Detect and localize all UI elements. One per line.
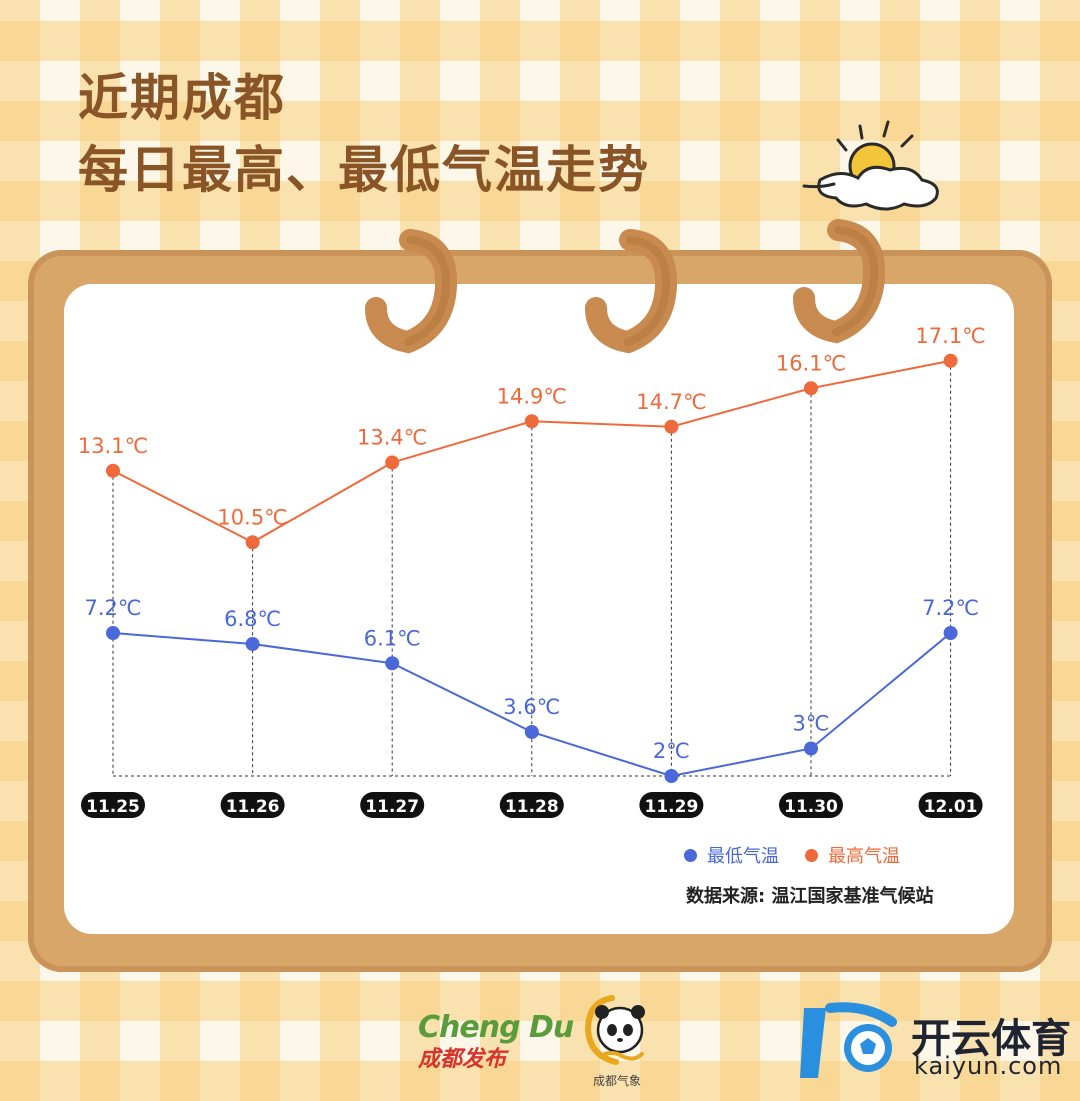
chengdu-weather-logo: 成都气象 bbox=[580, 992, 654, 1089]
low-data-point bbox=[804, 741, 818, 756]
x-tick-label: 11.29 bbox=[645, 797, 699, 817]
low-data-label: 6.8℃ bbox=[224, 607, 281, 631]
low-data-point bbox=[524, 725, 539, 739]
kaiyun-logo: 开云体育 kaiyun.com bbox=[796, 996, 1071, 1090]
low-data-point bbox=[385, 656, 400, 671]
low-data-point bbox=[943, 626, 958, 640]
high-data-point bbox=[943, 353, 958, 368]
low-data-point bbox=[664, 769, 679, 783]
legend-dot-high-icon bbox=[805, 848, 818, 862]
x-tick-label: 11.30 bbox=[784, 797, 838, 817]
low-data-label: 3.6℃ bbox=[503, 695, 560, 719]
date-pill bbox=[779, 792, 843, 818]
x-tick-label: 11.26 bbox=[226, 797, 280, 817]
high-data-label: 10.5℃ bbox=[217, 505, 287, 529]
x-tick-label: 11.25 bbox=[86, 797, 140, 817]
x-tick-label: 11.27 bbox=[365, 797, 419, 817]
date-pill bbox=[639, 792, 704, 818]
high-data-label: 13.1℃ bbox=[78, 434, 148, 458]
low-data-label: 6.1℃ bbox=[364, 626, 421, 650]
panda-icon bbox=[584, 995, 645, 1065]
kaiyun-logo-en: kaiyun.com bbox=[914, 1052, 1063, 1080]
legend-label-high: 最高气温 bbox=[828, 846, 900, 867]
low-data-point bbox=[106, 626, 120, 640]
chengdu-release-logo-en: Cheng Du bbox=[418, 1010, 574, 1045]
high-data-point bbox=[245, 535, 260, 550]
sun-cloud-icon bbox=[802, 120, 939, 211]
binder-ring-icon bbox=[365, 229, 458, 354]
legend-item-low: 最低气温 bbox=[684, 842, 779, 868]
date-pill bbox=[220, 792, 285, 818]
low-data-label: 7.2℃ bbox=[85, 596, 142, 620]
high-data-point bbox=[106, 463, 120, 478]
chengdu-release-logo-cn: 成都发布 bbox=[418, 1047, 507, 1072]
chengdu-weather-label: 成都气象 bbox=[592, 1074, 641, 1088]
chart-legend: 最低气温 最高气温 bbox=[684, 842, 900, 868]
calendar-paper bbox=[64, 284, 1014, 934]
high-data-point bbox=[524, 414, 539, 429]
date-pill bbox=[81, 792, 145, 818]
date-pill bbox=[499, 792, 564, 818]
high-data-label: 16.1℃ bbox=[776, 351, 846, 375]
high-data-label: 17.1℃ bbox=[915, 324, 985, 348]
high-data-label: 13.4℃ bbox=[357, 426, 427, 450]
chengdu-release-logo: Cheng Du 成都发布 bbox=[418, 1010, 574, 1073]
high-data-point bbox=[385, 455, 400, 470]
binder-ring-icon bbox=[585, 229, 678, 354]
binder-ring-icon bbox=[793, 219, 886, 344]
x-tick-label: 11.28 bbox=[505, 797, 559, 817]
high-data-label: 14.9℃ bbox=[497, 384, 567, 408]
legend-label-low: 最低气温 bbox=[707, 846, 779, 867]
low-data-point bbox=[245, 637, 260, 651]
low-data-label: 3℃ bbox=[793, 712, 830, 736]
high-data-point bbox=[804, 381, 818, 396]
legend-item-high: 最高气温 bbox=[805, 842, 900, 868]
high-data-label: 14.7℃ bbox=[636, 390, 706, 414]
low-data-label: 2℃ bbox=[653, 739, 690, 763]
page-title: 近期成都 每日最高、最低气温走势 bbox=[78, 62, 650, 206]
title-line-1: 近期成都 bbox=[78, 69, 286, 127]
low-data-label: 7.2℃ bbox=[922, 596, 979, 620]
x-tick-label: 12.01 bbox=[924, 797, 978, 817]
date-pill bbox=[360, 792, 425, 818]
high-data-point bbox=[664, 419, 679, 434]
kaiyun-ball-icon bbox=[800, 1002, 897, 1078]
kaiyun-logo-cn: 开云体育 bbox=[911, 1016, 1071, 1062]
legend-dot-low-icon bbox=[684, 848, 697, 862]
data-source-note: 数据来源: 温江国家基准气候站 bbox=[686, 886, 934, 907]
date-pill bbox=[918, 792, 983, 818]
title-line-2: 每日最高、最低气温走势 bbox=[78, 141, 650, 199]
